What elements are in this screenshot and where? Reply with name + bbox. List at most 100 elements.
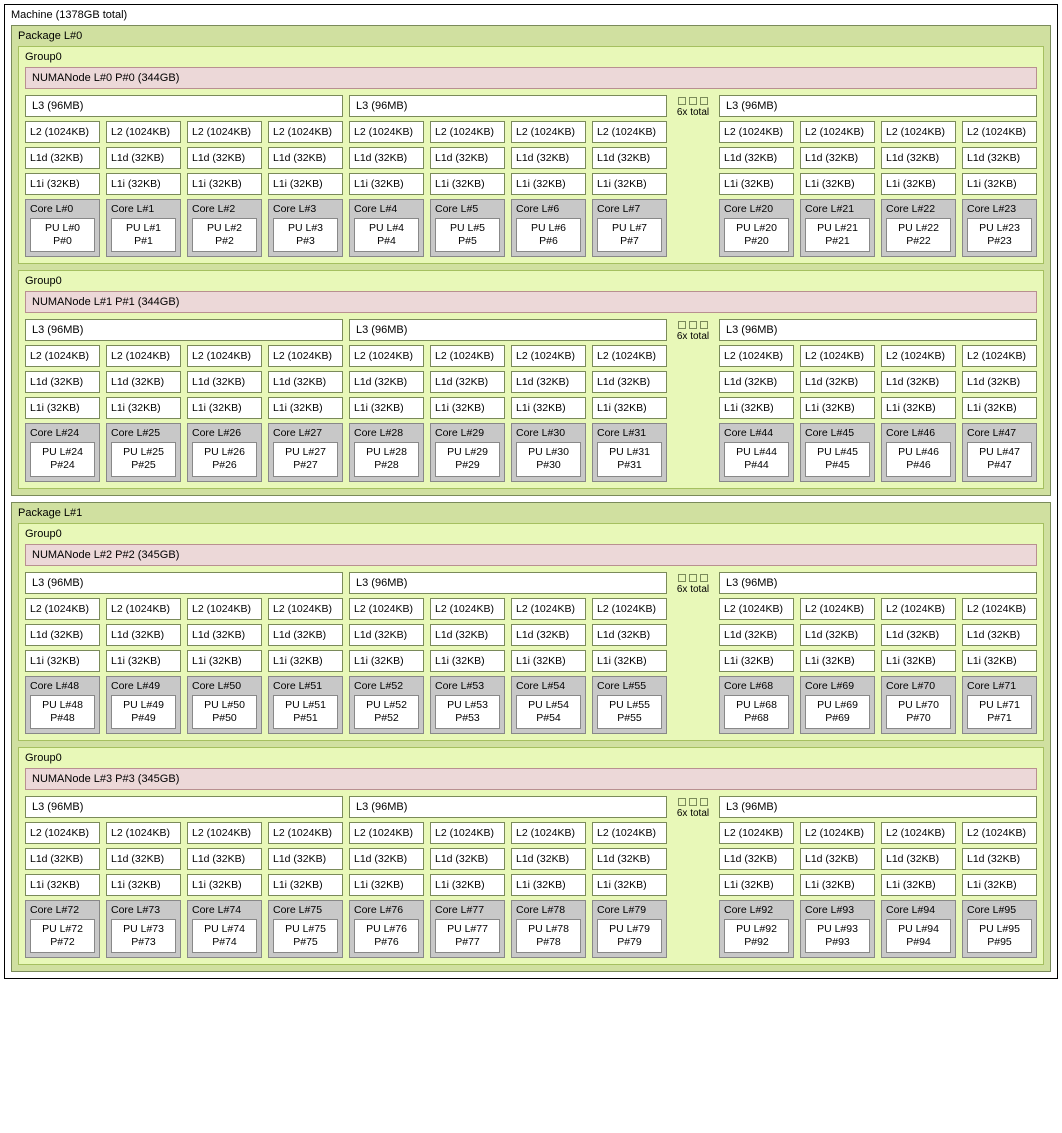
pu-box: PU L#31P#31 [597, 442, 662, 476]
l2-cache: L2 (1024KB) [511, 345, 586, 367]
pu-box: PU L#75P#75 [273, 919, 338, 953]
pu-box: PU L#76P#76 [354, 919, 419, 953]
pu-box: PU L#69P#69 [805, 695, 870, 729]
l1d-cache: L1d (32KB) [719, 624, 794, 646]
l2-cache: L2 (1024KB) [187, 121, 262, 143]
l2-cache: L2 (1024KB) [268, 598, 343, 620]
l3-row: L3 (96MB)L2 (1024KB)L2 (1024KB)L2 (1024K… [25, 572, 1037, 734]
l1d-cache: L1d (32KB) [881, 624, 956, 646]
l1d-cache: L1d (32KB) [511, 371, 586, 393]
core-box: Core L#72PU L#72P#72 [25, 900, 100, 958]
l2-cache: L2 (1024KB) [430, 121, 505, 143]
core-row: Core L#76PU L#76P#76Core L#77PU L#77P#77… [349, 900, 667, 958]
pu-box: PU L#5P#5 [435, 218, 500, 252]
core-box: Core L#75PU L#75P#75 [268, 900, 343, 958]
l1i-cache: L1i (32KB) [349, 397, 424, 419]
l1d-cache: L1d (32KB) [106, 624, 181, 646]
ellipsis-label: 6x total [677, 584, 709, 595]
l1d-cache: L1d (32KB) [106, 371, 181, 393]
l1i-cache: L1i (32KB) [719, 650, 794, 672]
ellipsis-dots [678, 574, 708, 582]
l1d-cache: L1d (32KB) [511, 147, 586, 169]
l1d-cache: L1d (32KB) [962, 848, 1037, 870]
core-box: Core L#21PU L#21P#21 [800, 199, 875, 257]
core-row: Core L#48PU L#48P#48Core L#49PU L#49P#49… [25, 676, 343, 734]
core-box: Core L#94PU L#94P#94 [881, 900, 956, 958]
l1d-cache: L1d (32KB) [106, 147, 181, 169]
l1i-cache: L1i (32KB) [800, 650, 875, 672]
l3-cache: L3 (96MB) [719, 796, 1037, 818]
l1d-cache: L1d (32KB) [349, 147, 424, 169]
core-label: Core L#6 [516, 202, 581, 218]
group-box: Group0NUMANode L#2 P#2 (345GB)L3 (96MB)L… [18, 523, 1044, 741]
core-box: Core L#0PU L#0P#0 [25, 199, 100, 257]
ellipsis-dot [689, 97, 697, 105]
core-box: Core L#28PU L#28P#28 [349, 423, 424, 481]
l2-cache: L2 (1024KB) [430, 345, 505, 367]
ellipsis-dot [678, 574, 686, 582]
l3-cache: L3 (96MB) [25, 572, 343, 594]
core-box: Core L#44PU L#44P#44 [719, 423, 794, 481]
l3-cache: L3 (96MB) [349, 319, 667, 341]
l3-block: L3 (96MB)L2 (1024KB)L2 (1024KB)L2 (1024K… [25, 572, 343, 734]
l2-cache: L2 (1024KB) [106, 822, 181, 844]
l2-cache: L2 (1024KB) [268, 121, 343, 143]
l2-cache: L2 (1024KB) [511, 822, 586, 844]
l2-cache: L2 (1024KB) [800, 121, 875, 143]
numanode-box: NUMANode L#0 P#0 (344GB) [25, 67, 1037, 89]
l2-cache: L2 (1024KB) [25, 345, 100, 367]
core-box: Core L#29PU L#29P#29 [430, 423, 505, 481]
core-box: Core L#93PU L#93P#93 [800, 900, 875, 958]
pu-box: PU L#70P#70 [886, 695, 951, 729]
pu-box: PU L#20P#20 [724, 218, 789, 252]
ellipsis-dot [700, 321, 708, 329]
l1i-cache: L1i (32KB) [592, 650, 667, 672]
l1d-cache: L1d (32KB) [349, 371, 424, 393]
l1i-row: L1i (32KB)L1i (32KB)L1i (32KB)L1i (32KB) [719, 650, 1037, 672]
pu-box: PU L#7P#7 [597, 218, 662, 252]
l1d-row: L1d (32KB)L1d (32KB)L1d (32KB)L1d (32KB) [25, 848, 343, 870]
pu-box: PU L#79P#79 [597, 919, 662, 953]
ellipsis-label: 6x total [677, 331, 709, 342]
pu-box: PU L#71P#71 [967, 695, 1032, 729]
ellipsis-label: 6x total [677, 107, 709, 118]
core-label: Core L#75 [273, 903, 338, 919]
core-box: Core L#45PU L#45P#45 [800, 423, 875, 481]
l2-cache: L2 (1024KB) [719, 345, 794, 367]
l1d-cache: L1d (32KB) [800, 371, 875, 393]
l3-row: L3 (96MB)L2 (1024KB)L2 (1024KB)L2 (1024K… [25, 95, 1037, 257]
l2-row: L2 (1024KB)L2 (1024KB)L2 (1024KB)L2 (102… [25, 822, 343, 844]
core-row: Core L#92PU L#92P#92Core L#93PU L#93P#93… [719, 900, 1037, 958]
core-label: Core L#50 [192, 679, 257, 695]
core-box: Core L#92PU L#92P#92 [719, 900, 794, 958]
l1i-row: L1i (32KB)L1i (32KB)L1i (32KB)L1i (32KB) [349, 397, 667, 419]
core-box: Core L#20PU L#20P#20 [719, 199, 794, 257]
l2-cache: L2 (1024KB) [800, 345, 875, 367]
l1d-cache: L1d (32KB) [800, 147, 875, 169]
core-label: Core L#45 [805, 426, 870, 442]
core-label: Core L#3 [273, 202, 338, 218]
l1i-cache: L1i (32KB) [962, 397, 1037, 419]
core-box: Core L#70PU L#70P#70 [881, 676, 956, 734]
core-box: Core L#51PU L#51P#51 [268, 676, 343, 734]
core-box: Core L#48PU L#48P#48 [25, 676, 100, 734]
l2-row: L2 (1024KB)L2 (1024KB)L2 (1024KB)L2 (102… [349, 598, 667, 620]
l1d-cache: L1d (32KB) [349, 848, 424, 870]
l3-cache: L3 (96MB) [349, 95, 667, 117]
l2-row: L2 (1024KB)L2 (1024KB)L2 (1024KB)L2 (102… [349, 121, 667, 143]
pu-box: PU L#78P#78 [516, 919, 581, 953]
core-label: Core L#4 [354, 202, 419, 218]
l2-row: L2 (1024KB)L2 (1024KB)L2 (1024KB)L2 (102… [719, 345, 1037, 367]
l1d-row: L1d (32KB)L1d (32KB)L1d (32KB)L1d (32KB) [25, 147, 343, 169]
l1i-cache: L1i (32KB) [592, 874, 667, 896]
core-row: Core L#44PU L#44P#44Core L#45PU L#45P#45… [719, 423, 1037, 481]
l2-cache: L2 (1024KB) [349, 822, 424, 844]
core-label: Core L#52 [354, 679, 419, 695]
core-label: Core L#76 [354, 903, 419, 919]
core-label: Core L#78 [516, 903, 581, 919]
l1d-row: L1d (32KB)L1d (32KB)L1d (32KB)L1d (32KB) [719, 371, 1037, 393]
core-label: Core L#73 [111, 903, 176, 919]
core-box: Core L#3PU L#3P#3 [268, 199, 343, 257]
pu-box: PU L#30P#30 [516, 442, 581, 476]
l1d-cache: L1d (32KB) [511, 848, 586, 870]
